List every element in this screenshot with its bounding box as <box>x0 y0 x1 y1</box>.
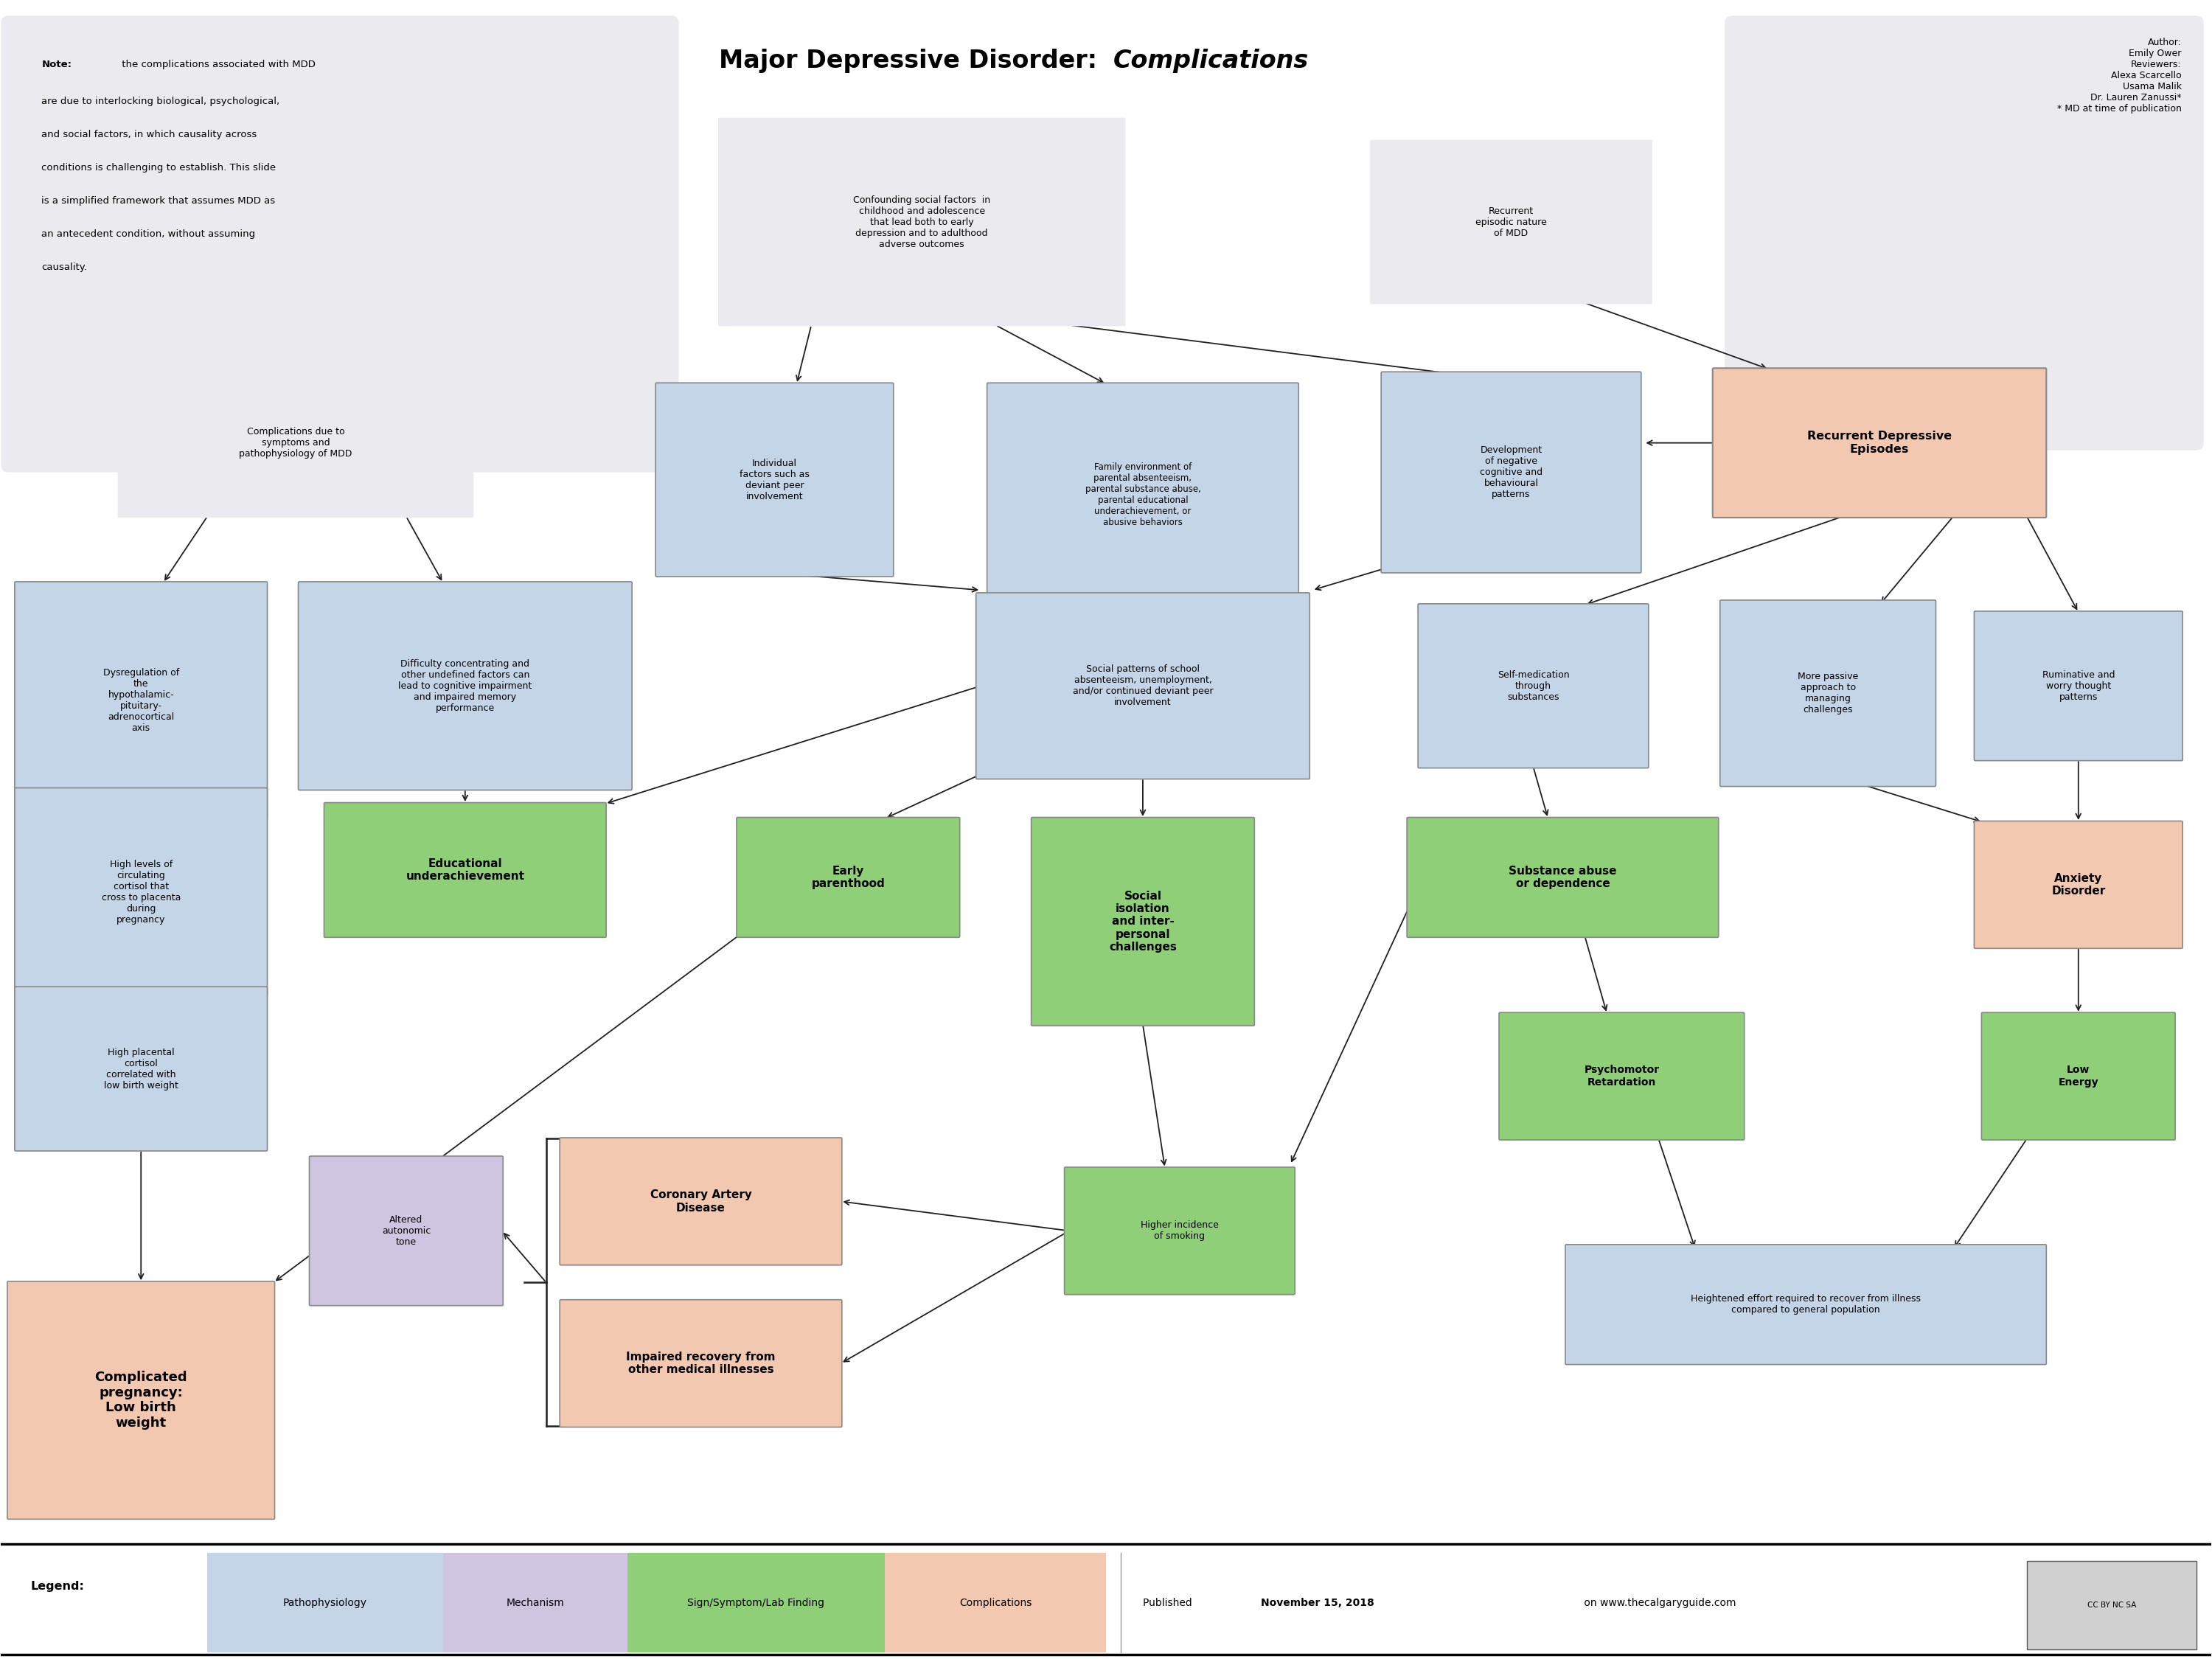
Text: Recurrent Depressive
Episodes: Recurrent Depressive Episodes <box>1807 431 1951 455</box>
Text: Heightened effort required to recover from illness
compared to general populatio: Heightened effort required to recover fr… <box>1690 1294 1920 1316</box>
Text: Social patterns of school
absenteeism, unemployment,
and/or continued deviant pe: Social patterns of school absenteeism, u… <box>1073 665 1212 707</box>
Text: Anxiety
Disorder: Anxiety Disorder <box>2051 873 2106 896</box>
FancyBboxPatch shape <box>323 803 606 937</box>
Text: Psychomotor
Retardation: Psychomotor Retardation <box>1584 1065 1659 1087</box>
Text: Family environment of
parental absenteeism,
parental substance abuse,
parental e: Family environment of parental absenteei… <box>1086 461 1201 528</box>
Text: Social
isolation
and inter-
personal
challenges: Social isolation and inter- personal cha… <box>1108 891 1177 952</box>
Bar <box>628 1553 885 1652</box>
FancyBboxPatch shape <box>15 582 268 820</box>
FancyBboxPatch shape <box>1721 601 1935 786</box>
Text: Confounding social factors  in
childhood and adolescence
that lead both to early: Confounding social factors in childhood … <box>854 196 991 249</box>
Text: November 15, 2018: November 15, 2018 <box>1261 1598 1374 1608</box>
Text: Self-medication
through
substances: Self-medication through substances <box>1498 670 1568 702</box>
FancyBboxPatch shape <box>1418 604 1648 768</box>
FancyBboxPatch shape <box>1369 139 1652 304</box>
Bar <box>442 1553 628 1652</box>
Text: Coronary Artery
Disease: Coronary Artery Disease <box>650 1190 752 1213</box>
FancyBboxPatch shape <box>1064 1168 1294 1294</box>
FancyBboxPatch shape <box>1973 611 2183 760</box>
Text: Complications: Complications <box>960 1598 1031 1608</box>
FancyBboxPatch shape <box>975 592 1310 780</box>
Text: High placental
cortisol
correlated with
low birth weight: High placental cortisol correlated with … <box>104 1047 179 1090</box>
Text: Dysregulation of
the
hypothalamic-
pituitary-
adrenocortical
axis: Dysregulation of the hypothalamic- pitui… <box>104 669 179 733</box>
Text: Published: Published <box>1144 1598 1194 1608</box>
Text: Recurrent
episodic nature
of MDD: Recurrent episodic nature of MDD <box>1475 206 1546 237</box>
FancyBboxPatch shape <box>15 987 268 1151</box>
Text: Ruminative and
worry thought
patterns: Ruminative and worry thought patterns <box>2042 670 2115 702</box>
Text: Substance abuse
or dependence: Substance abuse or dependence <box>1509 866 1617 889</box>
FancyBboxPatch shape <box>1725 15 2203 450</box>
Text: Difficulty concentrating and
other undefined factors can
lead to cognitive impai: Difficulty concentrating and other undef… <box>398 659 531 713</box>
Text: Complications: Complications <box>1113 48 1310 73</box>
FancyBboxPatch shape <box>1566 1244 2046 1364</box>
Text: Author:
Emily Ower
Reviewers:
Alexa Scarcello
Usama Malik
Dr. Lauren Zanussi*
* : Author: Emily Ower Reviewers: Alexa Scar… <box>2057 38 2181 114</box>
FancyBboxPatch shape <box>1031 818 1254 1025</box>
Text: causality.: causality. <box>42 262 86 272</box>
Text: Low
Energy: Low Energy <box>2057 1065 2099 1087</box>
FancyBboxPatch shape <box>15 788 268 997</box>
FancyBboxPatch shape <box>310 1156 502 1306</box>
FancyBboxPatch shape <box>560 1299 843 1427</box>
FancyBboxPatch shape <box>987 383 1298 606</box>
Text: Complicated
pregnancy:
Low birth
weight: Complicated pregnancy: Low birth weight <box>95 1370 188 1430</box>
Text: Individual
factors such as
deviant peer
involvement: Individual factors such as deviant peer … <box>739 458 810 501</box>
Bar <box>208 1553 442 1652</box>
Text: CC BY NC SA: CC BY NC SA <box>2088 1601 2137 1609</box>
Text: Development
of negative
cognitive and
behavioural
patterns: Development of negative cognitive and be… <box>1480 445 1542 499</box>
Text: High levels of
circulating
cortisol that
cross to placenta
during
pregnancy: High levels of circulating cortisol that… <box>102 859 181 924</box>
Text: Major Depressive Disorder:: Major Depressive Disorder: <box>719 48 1106 73</box>
Text: the complications associated with MDD: the complications associated with MDD <box>119 60 316 70</box>
FancyBboxPatch shape <box>655 383 894 577</box>
Text: Complications due to
symptoms and
pathophysiology of MDD: Complications due to symptoms and pathop… <box>239 426 352 460</box>
FancyBboxPatch shape <box>1407 818 1719 937</box>
Text: Sign/Symptom/Lab Finding: Sign/Symptom/Lab Finding <box>688 1598 825 1608</box>
FancyBboxPatch shape <box>1982 1012 2174 1140</box>
Text: Higher incidence
of smoking: Higher incidence of smoking <box>1141 1221 1219 1241</box>
FancyBboxPatch shape <box>719 118 1126 327</box>
Text: Pathophysiology: Pathophysiology <box>283 1598 367 1608</box>
FancyBboxPatch shape <box>737 818 960 937</box>
Bar <box>2026 1561 2197 1649</box>
FancyBboxPatch shape <box>1712 368 2046 518</box>
FancyBboxPatch shape <box>299 582 633 790</box>
Text: on www.thecalgaryguide.com: on www.thecalgaryguide.com <box>1582 1598 1736 1608</box>
Text: is a simplified framework that assumes MDD as: is a simplified framework that assumes M… <box>42 196 274 206</box>
Text: Altered
autonomic
tone: Altered autonomic tone <box>383 1214 431 1246</box>
Text: an antecedent condition, without assuming: an antecedent condition, without assumin… <box>42 229 254 239</box>
Text: Note:: Note: <box>42 60 71 70</box>
Text: Early
parenthood: Early parenthood <box>812 866 885 889</box>
Text: Impaired recovery from
other medical illnesses: Impaired recovery from other medical ill… <box>626 1352 776 1375</box>
Text: Legend:: Legend: <box>31 1581 84 1591</box>
FancyBboxPatch shape <box>0 15 679 473</box>
FancyBboxPatch shape <box>1500 1012 1745 1140</box>
Text: conditions is challenging to establish. This slide: conditions is challenging to establish. … <box>42 163 276 173</box>
Text: are due to interlocking biological, psychological,: are due to interlocking biological, psyc… <box>42 96 279 106</box>
FancyBboxPatch shape <box>1973 821 2183 949</box>
Text: and social factors, in which causality across: and social factors, in which causality a… <box>42 129 257 139</box>
FancyBboxPatch shape <box>560 1138 843 1266</box>
Text: Mechanism: Mechanism <box>507 1598 564 1608</box>
FancyBboxPatch shape <box>1380 372 1641 572</box>
Text: Educational
underachievement: Educational underachievement <box>405 858 524 883</box>
FancyBboxPatch shape <box>117 368 473 518</box>
Text: More passive
approach to
managing
challenges: More passive approach to managing challe… <box>1798 672 1858 715</box>
Bar <box>885 1553 1106 1652</box>
FancyBboxPatch shape <box>7 1281 274 1520</box>
